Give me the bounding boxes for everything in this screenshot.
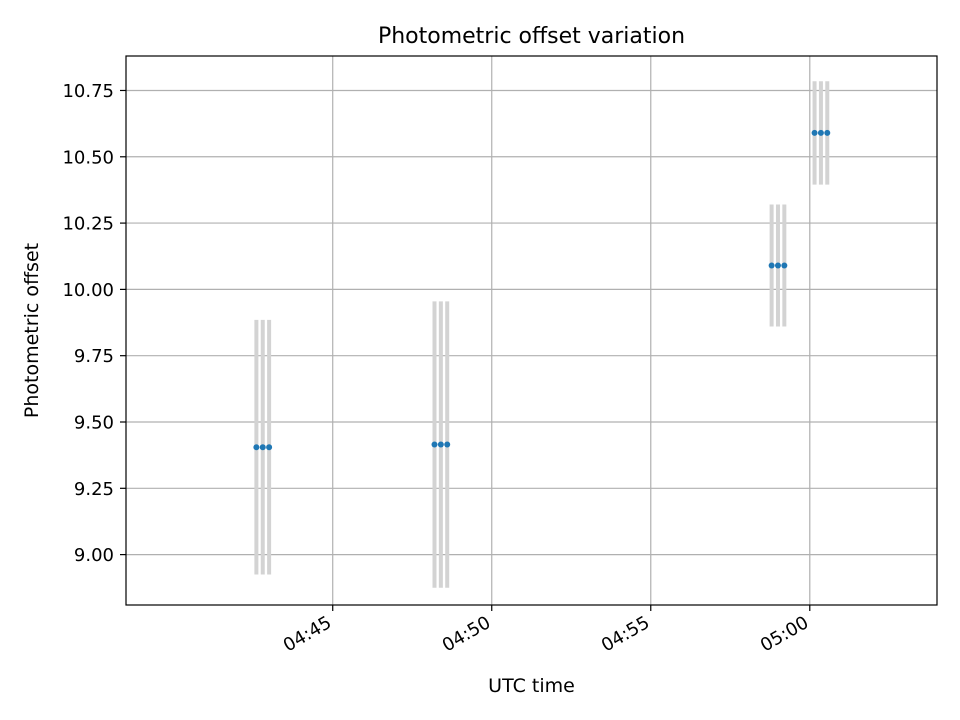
x-axis-label: UTC time (488, 675, 575, 697)
data-point (774, 262, 781, 269)
data-point (431, 441, 438, 448)
y-tick-label: 9.25 (74, 479, 114, 500)
y-tick-label: 10.00 (62, 280, 114, 301)
y-tick-label: 9.00 (74, 545, 114, 566)
y-tick-label: 10.75 (62, 81, 114, 102)
y-axis-label: Photometric offset (21, 243, 43, 418)
data-point (781, 262, 788, 269)
data-point (437, 441, 444, 448)
data-point (768, 262, 775, 269)
data-point (811, 129, 818, 136)
y-tick-label: 9.75 (74, 346, 114, 367)
data-point (266, 444, 273, 451)
y-tick-label: 10.25 (62, 214, 114, 235)
data-point (444, 441, 451, 448)
data-point (824, 129, 831, 136)
chart-title: Photometric offset variation (378, 24, 685, 49)
y-axis-ticks: 9.00 9.25 9.50 9.75 10.00 10.25 10.50 10.75 (62, 81, 126, 566)
data-point (253, 444, 260, 451)
y-tick-label: 10.50 (62, 147, 114, 168)
data-points (253, 129, 831, 451)
data-point (259, 444, 266, 451)
data-point (817, 129, 824, 136)
plot-frame (125, 55, 938, 606)
y-tick-label: 9.50 (74, 413, 114, 434)
